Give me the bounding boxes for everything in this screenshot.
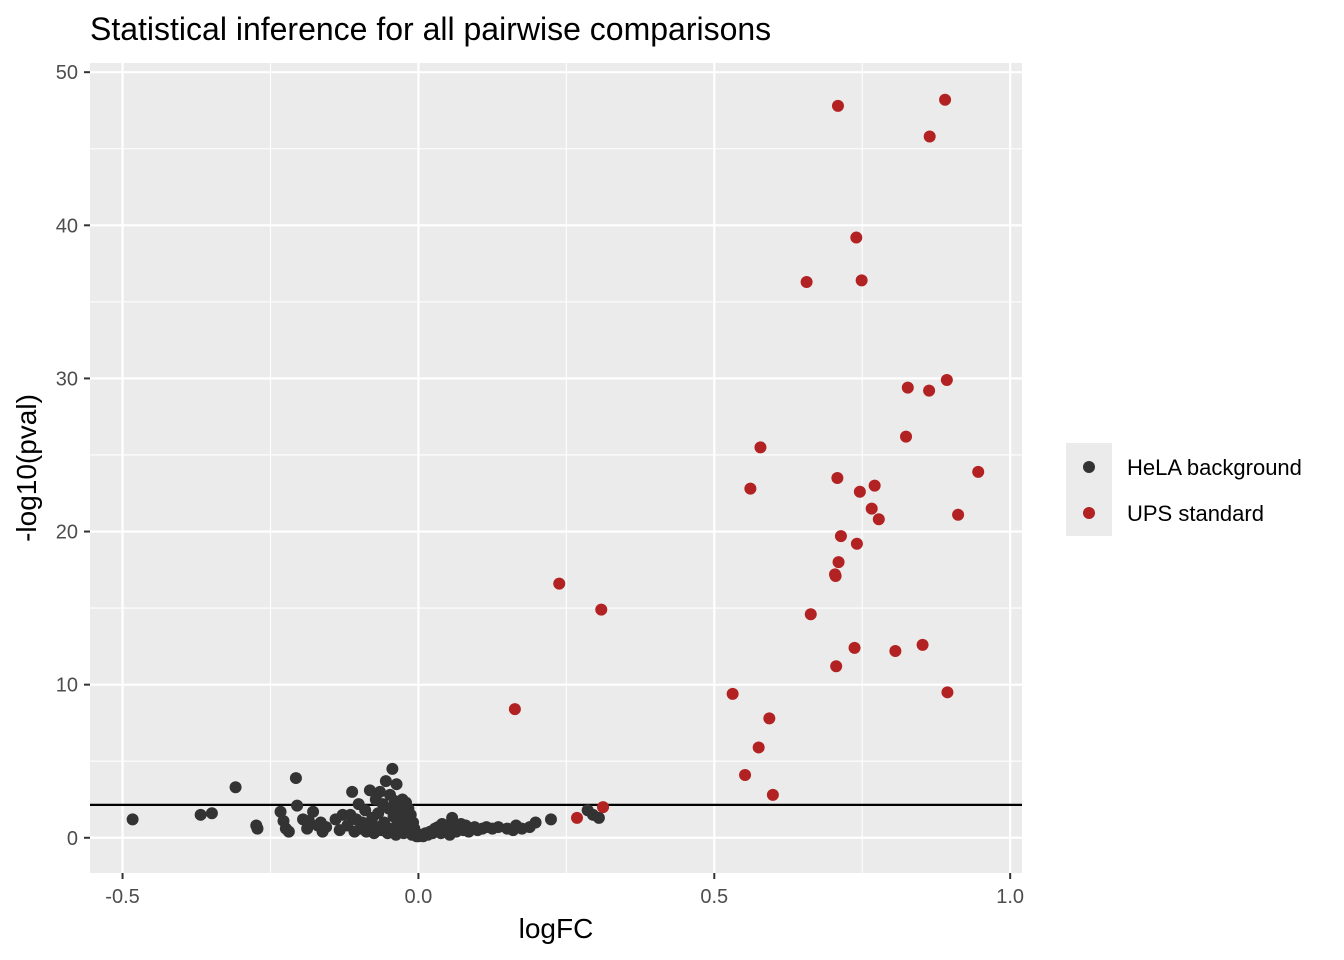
ups-standard-point	[865, 502, 878, 515]
ups-standard-point	[900, 430, 913, 443]
legend-key-ups-standard	[1083, 507, 1095, 519]
hela-background-point	[544, 813, 557, 826]
ups-standard-point	[754, 441, 767, 454]
ups-standard-point	[901, 381, 914, 394]
hela-background-point	[229, 781, 242, 794]
hela-background-point	[492, 821, 505, 834]
ups-standard-point	[889, 644, 902, 657]
ups-standard-point	[804, 608, 817, 621]
ups-standard-point	[766, 788, 779, 801]
hela-background-point	[529, 816, 542, 829]
ups-standard-point	[726, 687, 739, 700]
hela-background-point	[282, 825, 295, 838]
ups-standard-point	[763, 712, 776, 725]
ups-standard-point	[834, 530, 847, 543]
chart-title: Statistical inference for all pairwise c…	[90, 11, 771, 47]
hela-background-point	[205, 807, 218, 820]
legend-label-hela-background: HeLA background	[1127, 455, 1302, 480]
y-tick-label: 50	[56, 62, 78, 84]
ups-standard-point	[831, 471, 844, 484]
y-tick-label: 0	[67, 828, 78, 850]
hela-background-point	[372, 807, 385, 820]
x-tick-label: 1.0	[996, 886, 1024, 908]
ups-standard-point	[595, 603, 608, 616]
hela-background-point	[302, 814, 315, 827]
hela-background-point	[592, 811, 605, 824]
ups-standard-point	[597, 801, 610, 814]
ups-standard-point	[923, 130, 936, 143]
hela-background-point	[194, 808, 207, 821]
hela-background-point	[363, 784, 376, 797]
hela-background-point	[320, 821, 333, 834]
ups-standard-point	[916, 638, 929, 651]
ups-standard-point	[830, 660, 843, 673]
y-tick-label: 10	[56, 675, 78, 697]
ups-standard-point	[832, 556, 845, 569]
ups-standard-point	[850, 231, 863, 244]
ups-standard-point	[952, 508, 965, 521]
hela-background-point	[289, 772, 302, 785]
hela-background-point	[274, 805, 287, 818]
ups-standard-point	[508, 703, 521, 716]
ups-standard-point	[571, 811, 584, 824]
ups-standard-point	[940, 373, 953, 386]
legend-key-background	[1066, 443, 1112, 536]
hela-background-point	[346, 785, 359, 798]
x-axis-title: logFC	[519, 913, 594, 944]
hela-background-point	[251, 822, 264, 835]
y-axis-title: -log10(pval)	[11, 394, 42, 542]
x-tick-label: -0.5	[105, 886, 139, 908]
hela-background-point	[291, 799, 304, 812]
y-tick-label: 30	[56, 368, 78, 390]
hela-background-point	[379, 775, 392, 788]
y-tick-label: 20	[56, 522, 78, 544]
axes: -0.5 0.0 0.5 1.0 0 10 20 30 40 50	[56, 62, 1024, 908]
ups-standard-point	[853, 485, 866, 498]
hela-background-point	[446, 811, 459, 824]
ups-standard-point	[831, 99, 844, 112]
ups-standard-point	[972, 465, 985, 478]
data-points	[126, 93, 985, 843]
ups-standard-point	[752, 741, 765, 754]
ups-standard-point	[800, 275, 813, 288]
legend-key-hela-background	[1083, 461, 1095, 473]
grid-lines	[90, 63, 1022, 873]
ups-standard-point	[850, 537, 863, 550]
ups-standard-point	[868, 479, 881, 492]
ups-standard-point	[553, 577, 566, 590]
legend-label-ups-standard: UPS standard	[1127, 501, 1264, 526]
hela-background-point	[359, 804, 372, 817]
legend: HeLA background UPS standard	[1066, 443, 1302, 536]
ups-standard-point	[941, 686, 954, 699]
hela-background-point	[373, 785, 386, 798]
ups-standard-point	[829, 569, 842, 582]
ups-standard-point	[739, 769, 752, 782]
hela-background-point	[390, 778, 403, 791]
x-tick-label: 0.0	[405, 886, 433, 908]
plot-panel	[90, 63, 1022, 873]
ups-standard-point	[855, 274, 868, 287]
hela-background-point	[126, 813, 139, 826]
hela-background-point	[307, 805, 320, 818]
y-tick-label: 40	[56, 215, 78, 237]
ups-standard-point	[848, 641, 861, 654]
ups-standard-point	[939, 93, 952, 106]
ups-standard-point	[923, 384, 936, 397]
hela-background-point	[386, 762, 399, 775]
ups-standard-point	[872, 513, 885, 526]
ups-standard-point	[744, 482, 757, 495]
x-tick-label: 0.5	[700, 886, 728, 908]
